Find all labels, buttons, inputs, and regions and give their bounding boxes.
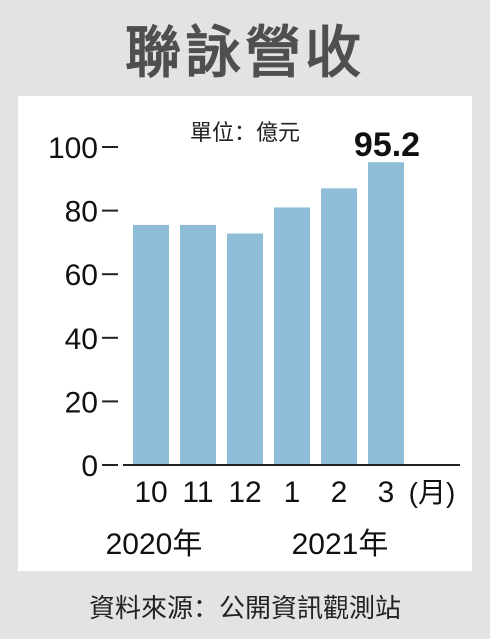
bar-11	[180, 224, 216, 465]
x-tick-label: 10	[134, 476, 167, 509]
y-tick-label: 20	[65, 386, 98, 419]
x-tick-label: 11	[182, 476, 213, 509]
x-tick-label: 2	[331, 476, 348, 509]
chart-title: 聯詠營收	[125, 21, 365, 86]
x-tick-label: 1	[284, 476, 301, 509]
bar-2	[321, 188, 357, 465]
year-label-2021: 2021年	[292, 528, 389, 561]
x-tick-label: 3	[378, 476, 395, 509]
y-tick-label: 100	[48, 132, 98, 165]
y-tick-label: 40	[65, 323, 98, 356]
bar-3	[368, 162, 404, 466]
month-suffix-label: (月)	[409, 477, 456, 508]
x-axis: 10 11 12 1 2 3	[134, 476, 394, 509]
y-axis: 0 20 40 60 80 100	[48, 132, 118, 483]
year-label-2020: 2020年	[106, 528, 203, 561]
y-tick-label: 60	[65, 259, 98, 292]
bar-12	[227, 233, 263, 465]
bars-group	[133, 162, 404, 466]
bar-10	[133, 224, 169, 465]
data-label-max: 95.2	[354, 126, 420, 164]
y-tick-label: 0	[81, 450, 98, 483]
y-tick-label: 80	[65, 196, 98, 229]
x-tick-label: 12	[228, 476, 261, 509]
bar-1	[274, 207, 310, 466]
unit-label: 單位：億元	[190, 121, 300, 146]
source-note: 資料來源：公開資訊觀測站	[88, 594, 401, 624]
